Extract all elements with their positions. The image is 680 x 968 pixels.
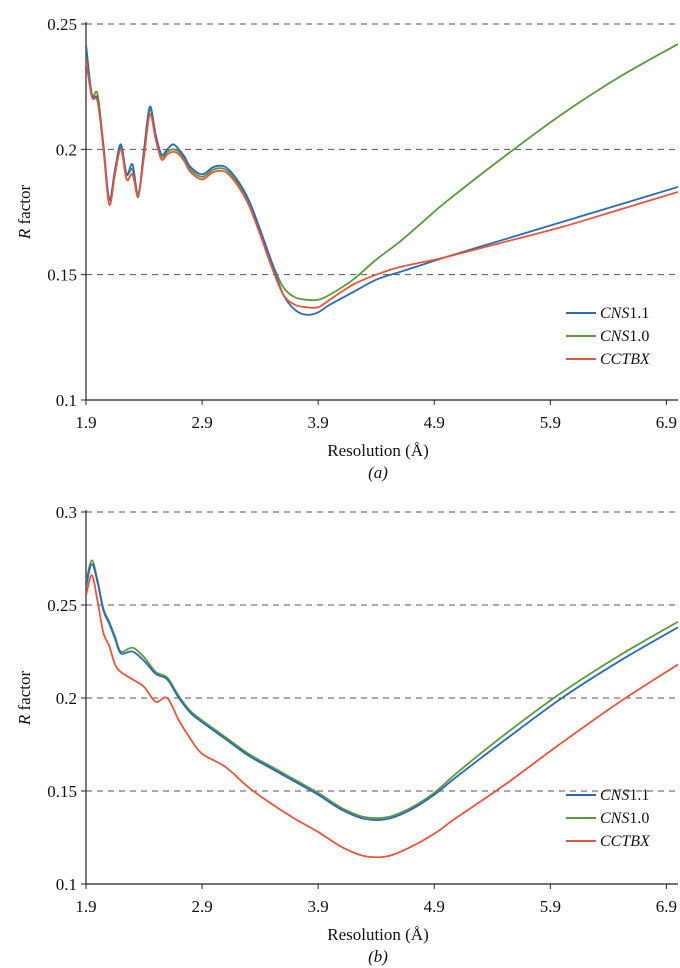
- chart-b: 0.1 0.15 0.2 0.25 0.3 1.9 2.9 3.9 4.9 5.9 6.9 Resol…: [15, 503, 678, 966]
- chart-b-series-line-cns1-0: [86, 559, 678, 820]
- chart-a-x-tick-label-3-9: 3.9: [308, 413, 329, 432]
- chart-b-x-tick-label-5-9: 5.9: [540, 897, 561, 916]
- chart-a: 0.1 0.15 0.2 0.25 1.9 2.9 3.9 4.9 5.9 6.9 Resoluti…: [15, 15, 678, 482]
- chart-a-y-tick-label-0-15: 0.15: [47, 266, 77, 285]
- chart-a-x-tick-label-6-9: 6.9: [656, 413, 677, 432]
- chart-b-y-tick-label-0-25: 0.25: [47, 596, 77, 615]
- chart-b-y-tick-label-0-15: 0.15: [47, 782, 77, 801]
- chart-b-x-tick-label-2-9: 2.9: [191, 897, 212, 916]
- chart-b-y-tick-label-0-1: 0.1: [56, 875, 77, 894]
- chart-a-series-line-cns1-0: [86, 43, 678, 302]
- chart-b-x-axis-title: Resolution (Å): [327, 925, 429, 944]
- chart-b-x-tick-label-6-9: 6.9: [656, 897, 677, 916]
- chart-a-y-axis-title: R factor: [15, 185, 34, 241]
- chart-b-x-tick-label-1-9: 1.9: [75, 897, 96, 916]
- chart-a-y-tick-label-0-2: 0.2: [56, 140, 77, 159]
- chart-panel-a: 0.1 0.15 0.2 0.25 1.9 2.9 3.9 4.9 5.9 6.9 Resoluti…: [15, 15, 678, 482]
- chart-b-panel-label: (b): [368, 947, 388, 966]
- chart-b-y-tick-label-0-2: 0.2: [56, 689, 77, 708]
- chart-a-x-tick-label-4-9: 4.9: [424, 413, 445, 432]
- chart-b-legend-label-cns1-1: CNS1.1: [600, 787, 649, 804]
- chart-a-x-tick-label-1-9: 1.9: [75, 413, 96, 432]
- chart-a-legend-label-cns1-0: CNS1.0: [600, 328, 649, 345]
- chart-b-series-line-cctbx: [86, 574, 678, 859]
- chart-a-series-line-cctbx: [86, 58, 678, 309]
- chart-b-x-tick-label-3-9: 3.9: [308, 897, 329, 916]
- chart-b-y-tick-label-0-3: 0.3: [56, 503, 77, 522]
- chart-a-panel-label: (a): [368, 463, 388, 482]
- chart-a-x-tick-label-5-9: 5.9: [540, 413, 561, 432]
- chart-b-legend-label-cctbx: CCTBX: [600, 833, 651, 850]
- chart-a-y-tick-label-0-1: 0.1: [56, 391, 77, 410]
- chart-b-y-axis-title: R factor: [15, 671, 34, 727]
- chart-a-legend-label-cns1-1: CNS1.1: [600, 305, 649, 322]
- chart-a-y-tick-label-0-25: 0.25: [47, 15, 77, 34]
- chart-panel-b: 0.1 0.15 0.2 0.25 0.3 1.9 2.9 3.9 4.9 5.9 6.9 Resol…: [0, 484, 680, 968]
- chart-b-x-tick-label-4-9: 4.9: [424, 897, 445, 916]
- chart-a-x-axis-title: Resolution (Å): [327, 441, 429, 460]
- chart-b-series-line-cns1-1: [86, 563, 678, 821]
- chart-a-legend-label-cctbx: CCTBX: [600, 351, 651, 368]
- chart-a-x-tick-label-2-9: 2.9: [191, 413, 212, 432]
- chart-b-legend-label-cns1-0: CNS1.0: [600, 810, 649, 827]
